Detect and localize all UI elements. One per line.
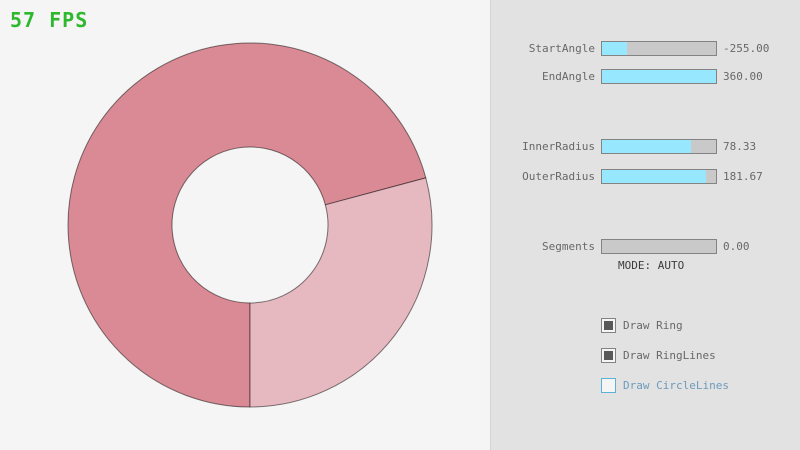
draw-circlelines-label: Draw CircleLines bbox=[623, 379, 729, 392]
check-mark-icon bbox=[604, 321, 613, 330]
start-angle-label: StartAngle bbox=[528, 42, 595, 55]
ring-single-sector bbox=[249, 177, 433, 408]
end-angle-value: 360.00 bbox=[723, 70, 763, 83]
draw-ring-label: Draw Ring bbox=[623, 319, 683, 332]
outer-radius-value: 181.67 bbox=[723, 170, 763, 183]
check-mark-icon bbox=[604, 351, 613, 360]
draw-ring-checkbox[interactable] bbox=[601, 318, 616, 333]
segments-slider[interactable] bbox=[601, 239, 717, 254]
end-angle-slider-fill bbox=[602, 70, 716, 83]
ring-figure bbox=[67, 42, 433, 408]
end-angle-slider[interactable] bbox=[601, 69, 717, 84]
start-angle-value: -255.00 bbox=[723, 42, 770, 55]
fps-counter: 57 FPS bbox=[10, 8, 89, 32]
segments-mode-text: MODE: AUTO bbox=[618, 259, 685, 272]
outer-radius-slider[interactable] bbox=[601, 169, 717, 184]
start-angle-slider[interactable] bbox=[601, 41, 717, 56]
drawing-canvas: 57 FPS bbox=[10, 8, 433, 408]
ring-overlap-sector bbox=[67, 42, 427, 408]
outer-radius-label: OuterRadius bbox=[522, 170, 595, 183]
end-angle-label: EndAngle bbox=[542, 70, 595, 83]
inner-radius-value: 78.33 bbox=[723, 140, 757, 153]
inner-radius-label: InnerRadius bbox=[522, 140, 595, 153]
draw-ringlines-label: Draw RingLines bbox=[623, 349, 716, 362]
draw-ringlines-checkbox[interactable] bbox=[601, 348, 616, 363]
start-angle-slider-fill bbox=[602, 42, 627, 55]
segments-value: 0.00 bbox=[723, 240, 750, 253]
draw-circlelines-checkbox[interactable] bbox=[601, 378, 616, 393]
inner-radius-slider-fill bbox=[602, 140, 692, 153]
segments-label: Segments bbox=[542, 240, 595, 253]
control-panel: StartAngle -255.00 EndAngle 360.00 Inner… bbox=[490, 0, 800, 450]
outer-radius-slider-fill bbox=[602, 170, 706, 183]
inner-radius-slider[interactable] bbox=[601, 139, 717, 154]
